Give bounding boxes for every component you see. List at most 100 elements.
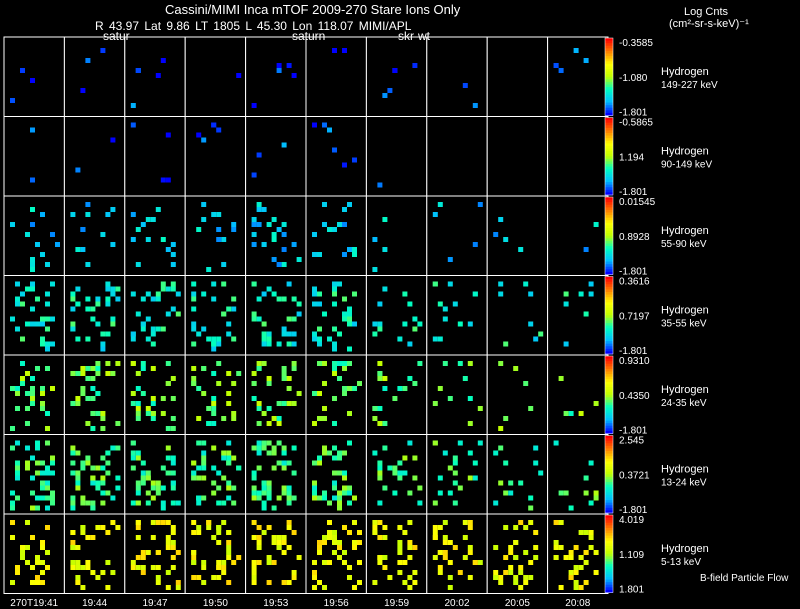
pixel-r4-c0: [40, 401, 45, 406]
pixel-r3-c9: [563, 291, 569, 297]
pixel-r3-c3: [206, 336, 212, 342]
pixel-r5-c0: [40, 480, 45, 486]
pixel-r5-c1: [100, 475, 106, 481]
pixel-r6-c1: [85, 565, 91, 570]
pixel-r5-c4: [251, 495, 257, 501]
pixel-r5-c0: [10, 500, 15, 506]
pixel-r6-c7: [432, 530, 438, 535]
pixel-r1-c3: [211, 122, 217, 128]
pixel-r5-c2: [135, 490, 141, 496]
pixel-r6-c9: [553, 520, 559, 525]
panel-r4-c9: [547, 354, 609, 435]
colorbar-1-step: [605, 184, 613, 188]
colorbar-5-step: [605, 502, 613, 506]
pixel-r5-c8: [533, 445, 539, 451]
pixel-r6-c5: [317, 550, 322, 555]
pixel-r3-c4: [296, 311, 302, 317]
pixel-r5-c2: [130, 450, 136, 456]
pixel-r4-c8: [528, 406, 534, 411]
pixel-r5-c1: [110, 445, 116, 451]
pixel-r4-c4: [276, 421, 282, 426]
pixel-r6-c5: [322, 535, 327, 540]
colorbar-0-step: [605, 79, 613, 83]
pixel-r3-c3: [196, 331, 202, 337]
pixel-r5-c0: [10, 445, 15, 451]
pixel-r3-c5: [347, 306, 352, 312]
pixel-r5-c1: [85, 500, 91, 506]
pixel-r2-c1: [85, 202, 91, 207]
pixel-r3-c2: [135, 311, 141, 317]
panel-r1-c4: [245, 116, 307, 197]
pixel-r5-c6: [392, 490, 398, 496]
pixel-r2-c4: [271, 257, 277, 262]
colorbar-3-step: [605, 312, 613, 316]
pixel-r3-c0: [30, 306, 35, 312]
pixel-r3-c3: [231, 296, 237, 302]
panel-r4-c1: [63, 354, 126, 435]
pixel-r6-c6: [377, 560, 383, 565]
pixel-r6-c1: [80, 585, 86, 590]
pixel-r5-c1: [95, 480, 101, 486]
pixel-r3-c4: [281, 331, 287, 337]
pixel-r5-c0: [50, 490, 55, 496]
colorbar-units-label: (cm²-sr-s-keV)⁻¹: [669, 18, 749, 30]
pixel-r6-c1: [90, 535, 96, 540]
pixel-r5-c2: [140, 470, 146, 476]
pixel-r4-c2: [130, 361, 136, 366]
pixel-r6-c7: [467, 575, 473, 580]
pixel-r3-c6: [377, 326, 383, 332]
colorbar-3-min-label: -1.801: [619, 346, 648, 357]
colorbar-2-step: [605, 235, 613, 239]
colorbar-5-step: [605, 463, 613, 467]
pixel-r6-c1: [75, 560, 81, 565]
colorbar-1-step: [605, 143, 613, 147]
pixel-r3-c4: [266, 336, 272, 342]
panel-2-species-label: Hydrogen: [661, 225, 709, 237]
colorbar-4-step: [605, 368, 613, 372]
pixel-r5-c9: [558, 490, 564, 496]
pixel-r6-c7: [457, 570, 463, 575]
pixel-r4-c8: [523, 381, 529, 386]
colorbar-3-mid-label: 0.7197: [619, 311, 650, 322]
pixel-r6-c2: [175, 585, 181, 590]
pixel-r6-c9: [593, 570, 599, 575]
pixel-r3-c7: [452, 301, 458, 307]
pixel-r2-c2: [145, 237, 151, 242]
colorbar-2-step: [605, 271, 613, 275]
pixel-r5-c5: [322, 490, 327, 496]
colorbar-1-step: [605, 148, 613, 152]
colorbar-0-step: [605, 89, 613, 93]
pixel-r6-c2: [165, 585, 171, 590]
pixel-r5-c4: [281, 490, 287, 496]
pixel-r5-c4: [276, 495, 282, 501]
colorbar-1-step: [605, 153, 613, 157]
pixel-r5-c3: [201, 460, 207, 466]
pixel-r5-c4: [256, 445, 262, 451]
pixel-r6-c8: [508, 565, 514, 570]
pixel-r3-c5: [317, 336, 322, 342]
pixel-r3-c3: [191, 341, 197, 347]
pixel-r5-c4: [291, 470, 297, 476]
pixel-r1-c5: [312, 122, 317, 128]
pixel-r3-c0: [50, 281, 55, 287]
pixel-r2-c0: [40, 212, 45, 217]
pixel-r4-c4: [256, 421, 262, 426]
colorbar-2-max-label: 0.01545: [619, 197, 656, 208]
pixel-r6-c0: [35, 560, 40, 565]
time-tick-label-7: 20:02: [444, 598, 469, 609]
pixel-r5-c8: [493, 450, 499, 456]
colorbar-5-step: [605, 456, 613, 460]
pixel-r6-c5: [357, 580, 362, 585]
pixel-r5-c2: [160, 485, 166, 491]
pixel-r6-c0: [40, 545, 45, 550]
pixel-r5-c0: [50, 460, 55, 466]
pixel-r2-c4: [281, 222, 287, 227]
colorbar-2-step: [605, 246, 613, 250]
pixel-r6-c8: [493, 570, 499, 575]
pixel-r4-c0: [15, 386, 20, 391]
pixel-r3-c2: [170, 286, 176, 292]
colorbar-3-step: [605, 276, 613, 280]
pixel-r4-c6: [377, 421, 383, 426]
pixel-r5-c2: [130, 465, 136, 471]
pixel-r0-c2: [130, 103, 136, 108]
